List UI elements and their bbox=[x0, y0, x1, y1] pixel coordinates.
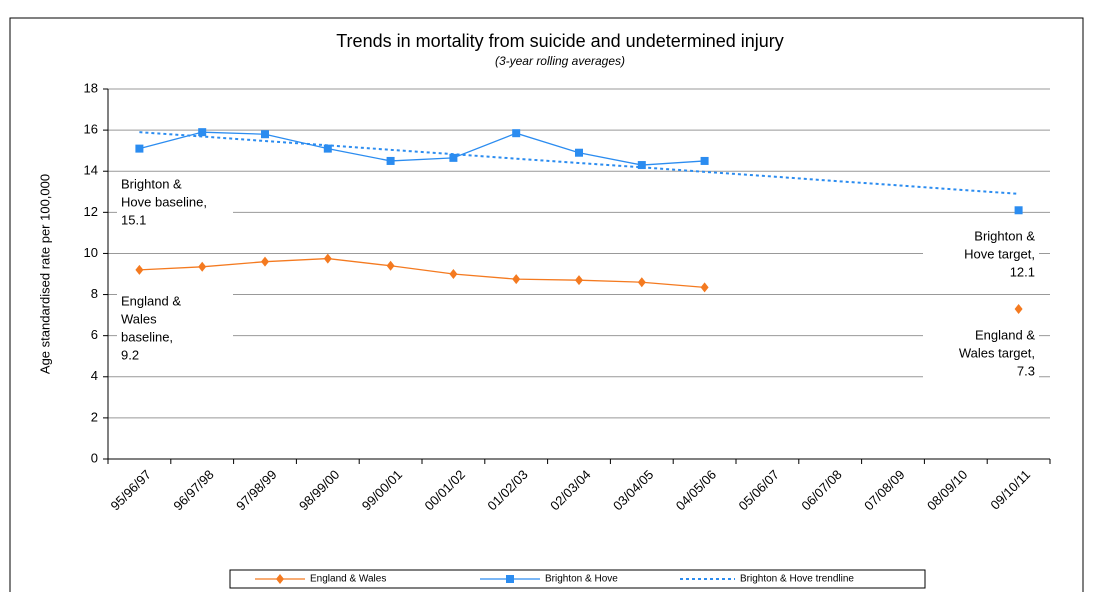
annotation-bg bbox=[117, 292, 233, 364]
annotation-bg bbox=[923, 227, 1039, 281]
legend-label: Brighton & Hove bbox=[545, 574, 618, 585]
data-point bbox=[198, 261, 207, 272]
annotation: Hove baseline, bbox=[121, 194, 207, 209]
data-point bbox=[512, 129, 521, 138]
data-point bbox=[575, 148, 583, 157]
data-point bbox=[135, 264, 144, 275]
chart-subtitle: (3-year rolling averages) bbox=[495, 54, 625, 68]
legend-marker bbox=[276, 574, 284, 584]
data-point bbox=[637, 277, 646, 288]
annotation: 15.1 bbox=[121, 212, 146, 227]
annotation-bg bbox=[117, 175, 233, 229]
data-point bbox=[1014, 206, 1023, 215]
annotation: 12.1 bbox=[1010, 264, 1035, 279]
y-tick-label: 18 bbox=[84, 80, 98, 95]
annotation: Hove target, bbox=[964, 246, 1035, 261]
annotation: baseline, bbox=[121, 329, 173, 344]
chart-title: Trends in mortality from suicide and und… bbox=[336, 31, 784, 51]
annotation: 9.2 bbox=[121, 347, 139, 362]
y-tick-label: 8 bbox=[91, 286, 98, 301]
data-point bbox=[575, 275, 583, 286]
legend-box bbox=[229, 569, 926, 589]
y-tick-label: 14 bbox=[84, 163, 98, 178]
legend-label: Brighton & Hove trendline bbox=[740, 574, 854, 585]
data-point bbox=[261, 130, 269, 139]
data-point bbox=[512, 274, 521, 285]
annotation: Brighton & bbox=[974, 228, 1035, 243]
data-point bbox=[700, 282, 709, 293]
series-line bbox=[139, 131, 1019, 195]
data-point bbox=[198, 128, 207, 137]
y-tick-label: 4 bbox=[91, 368, 98, 383]
data-point bbox=[449, 153, 458, 162]
data-point bbox=[1014, 303, 1023, 314]
legend-label: England & Wales bbox=[310, 574, 386, 585]
data-point bbox=[386, 260, 395, 271]
data-point bbox=[323, 144, 332, 153]
annotation: Wales target, bbox=[959, 345, 1035, 360]
annotation: England & bbox=[121, 293, 181, 308]
y-axis-label: Age standardised rate per 100,000 bbox=[37, 174, 52, 374]
y-tick-label: 16 bbox=[84, 122, 98, 137]
annotation: Wales bbox=[121, 311, 157, 326]
y-tick-label: 6 bbox=[91, 327, 98, 342]
y-tick-label: 12 bbox=[84, 204, 98, 219]
data-point bbox=[386, 156, 395, 165]
annotation-bg bbox=[923, 326, 1039, 380]
y-tick-label: 0 bbox=[91, 450, 98, 465]
data-point bbox=[261, 256, 269, 267]
y-tick-label: 2 bbox=[91, 409, 98, 424]
legend-marker bbox=[506, 575, 514, 583]
annotation: 7.3 bbox=[1017, 363, 1035, 378]
data-point bbox=[637, 161, 646, 170]
y-tick-label: 10 bbox=[84, 245, 98, 260]
annotation: Brighton & bbox=[121, 176, 182, 191]
data-point bbox=[323, 253, 332, 264]
data-point bbox=[449, 269, 458, 279]
annotation: England & bbox=[975, 327, 1035, 342]
data-point bbox=[700, 156, 709, 165]
data-point bbox=[135, 144, 144, 153]
